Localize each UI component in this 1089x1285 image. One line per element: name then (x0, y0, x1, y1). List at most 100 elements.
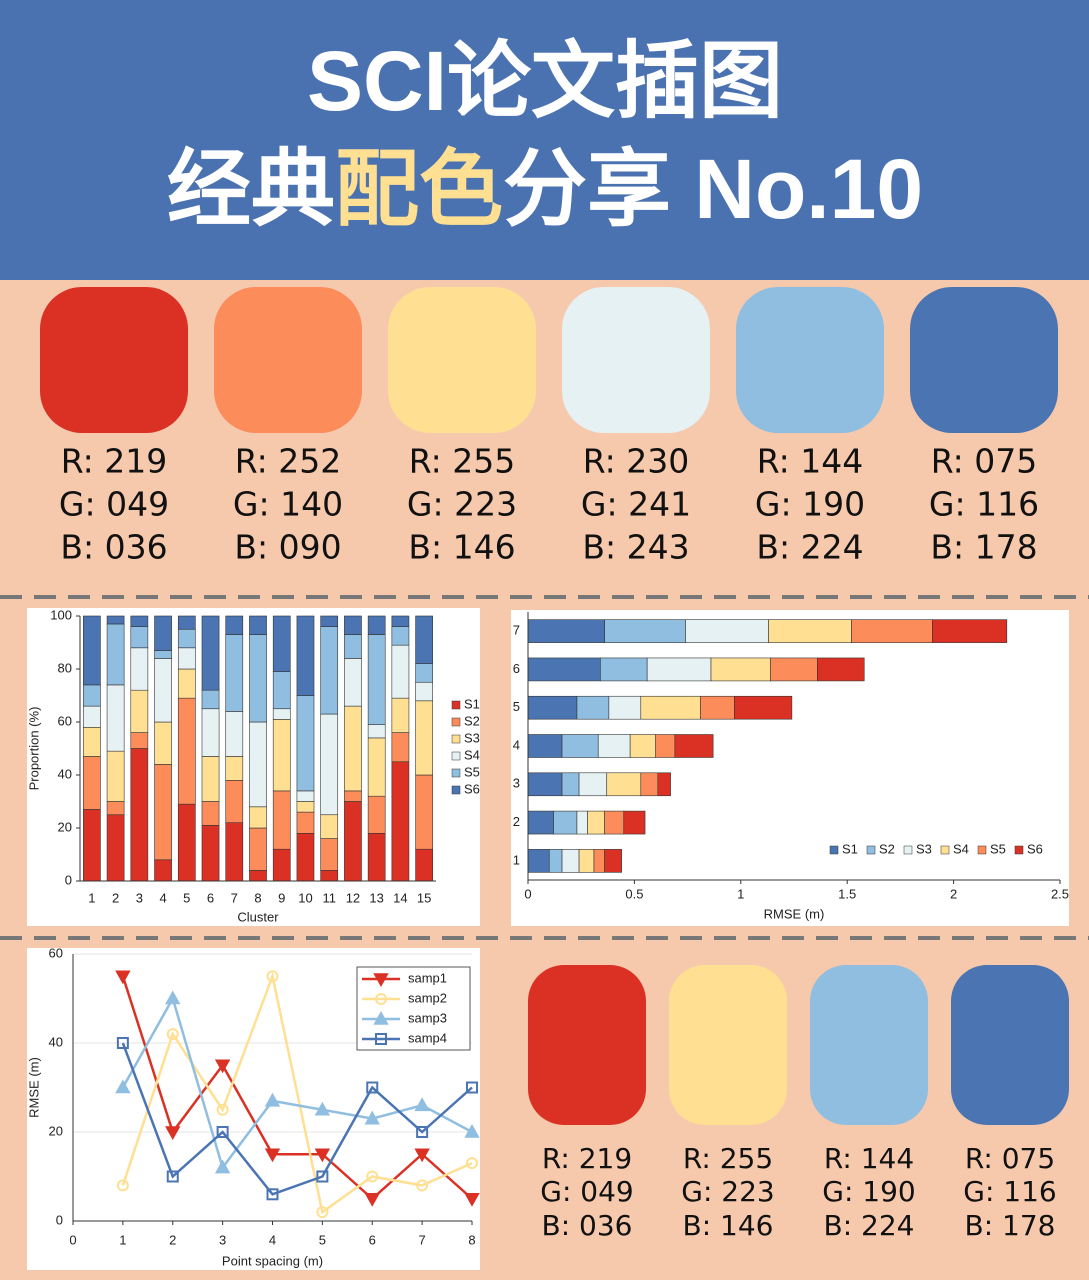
rgb-label: B: 243 (582, 528, 689, 567)
rgb-label: G: 190 (822, 1175, 915, 1208)
legend-swatch (451, 734, 461, 744)
bar-segment (83, 684, 101, 707)
bar-segment (561, 849, 580, 873)
rgb-label: B: 224 (756, 528, 863, 567)
x-tick-label: 6 (369, 1232, 376, 1247)
title-part: 经典 (167, 142, 335, 236)
bar-segment (130, 615, 149, 627)
bar-segment (201, 825, 220, 882)
x-tick-label: 3 (136, 890, 143, 905)
series-line (121, 971, 473, 1215)
bar-segment (623, 810, 646, 835)
bar-segment (130, 626, 149, 649)
bar-segment (655, 734, 676, 758)
bar-segment (225, 711, 244, 757)
rgb-label: B: 146 (683, 1209, 774, 1242)
bar-segment (674, 734, 714, 758)
rgb-label: G: 241 (581, 485, 691, 524)
color-swatch (528, 965, 646, 1125)
y-tick-label: 7 (513, 623, 520, 638)
bar-segment (604, 849, 622, 873)
x-tick-label: 13 (369, 890, 383, 905)
color-swatch (810, 965, 928, 1125)
bar-segment (391, 626, 410, 646)
bar-segment (344, 658, 362, 707)
bar-segment (320, 615, 339, 627)
rgb-label: R: 255 (409, 442, 516, 481)
bar-segment (83, 615, 101, 686)
y-tick-label: 1 (513, 852, 520, 867)
bar-segment (83, 756, 101, 810)
x-tick-label: 8 (468, 1232, 475, 1247)
legend-swatch (451, 768, 461, 778)
rgb-label: R: 219 (61, 442, 168, 481)
bar-segment (106, 750, 125, 802)
bar-segment (154, 721, 172, 765)
x-tick-label: 1 (88, 890, 95, 905)
color-swatch (951, 965, 1069, 1125)
legend-label: S4 (953, 841, 969, 856)
x-tick-label: 5 (319, 1232, 326, 1247)
legend-swatch (451, 700, 461, 710)
legend-swatch (1014, 845, 1024, 855)
bar-segment (415, 700, 433, 776)
rgb-label: B: 178 (930, 528, 1037, 567)
rgb-label: R: 144 (824, 1142, 914, 1175)
point (416, 1126, 429, 1138)
bar-segment (130, 732, 149, 749)
point (216, 1103, 229, 1116)
color-swatch (388, 287, 536, 433)
bar-segment (154, 650, 172, 659)
bar-segment (201, 689, 220, 710)
bar-segment (344, 790, 362, 802)
y-tick-label: 6 (513, 661, 520, 676)
bar-segment (296, 801, 315, 813)
x-tick-label: 1.5 (838, 886, 856, 901)
bar-segment (768, 619, 852, 643)
series-line (121, 975, 473, 1201)
legend-swatch (940, 845, 950, 855)
legend-label: samp3 (408, 1010, 447, 1025)
chart-panel (511, 610, 1069, 926)
bar-segment (606, 772, 642, 797)
rgb-label: B: 178 (965, 1209, 1056, 1242)
x-tick-label: 6 (207, 890, 214, 905)
bar-segment (367, 634, 386, 725)
bar-segment (249, 634, 267, 723)
point (414, 1148, 430, 1163)
bar-segment (320, 838, 339, 871)
point (373, 973, 389, 988)
color-swatch (562, 287, 710, 433)
bar-segment (106, 684, 125, 752)
bar-segment (587, 810, 605, 835)
point (375, 993, 387, 1005)
point (366, 1081, 379, 1094)
bar-segment (83, 726, 101, 757)
bar-segment (576, 695, 610, 720)
title-line1: SCI论文插图 (307, 34, 783, 128)
x-tick-label: 0 (524, 886, 531, 901)
bar-segment (106, 801, 125, 816)
bar-segment (225, 756, 244, 781)
bar-segment (527, 734, 563, 758)
x-tick-label: 4 (159, 890, 166, 905)
point (464, 1192, 480, 1207)
y-tick-label: 100 (50, 607, 72, 622)
x-tick-label: 3 (219, 1232, 226, 1247)
x-axis-label: RMSE (m) (764, 906, 825, 921)
point (464, 1123, 480, 1138)
point (366, 1170, 379, 1183)
point (116, 1179, 129, 1192)
x-tick-label: 8 (254, 890, 261, 905)
bar-segment (177, 647, 196, 670)
color-swatch (40, 287, 188, 433)
point (266, 970, 279, 983)
bar-segment (344, 801, 362, 882)
x-tick-label: 2 (950, 886, 957, 901)
rgb-label: G: 223 (681, 1175, 774, 1208)
bar-segment (415, 774, 433, 850)
point (214, 1059, 231, 1074)
point (264, 1148, 281, 1163)
